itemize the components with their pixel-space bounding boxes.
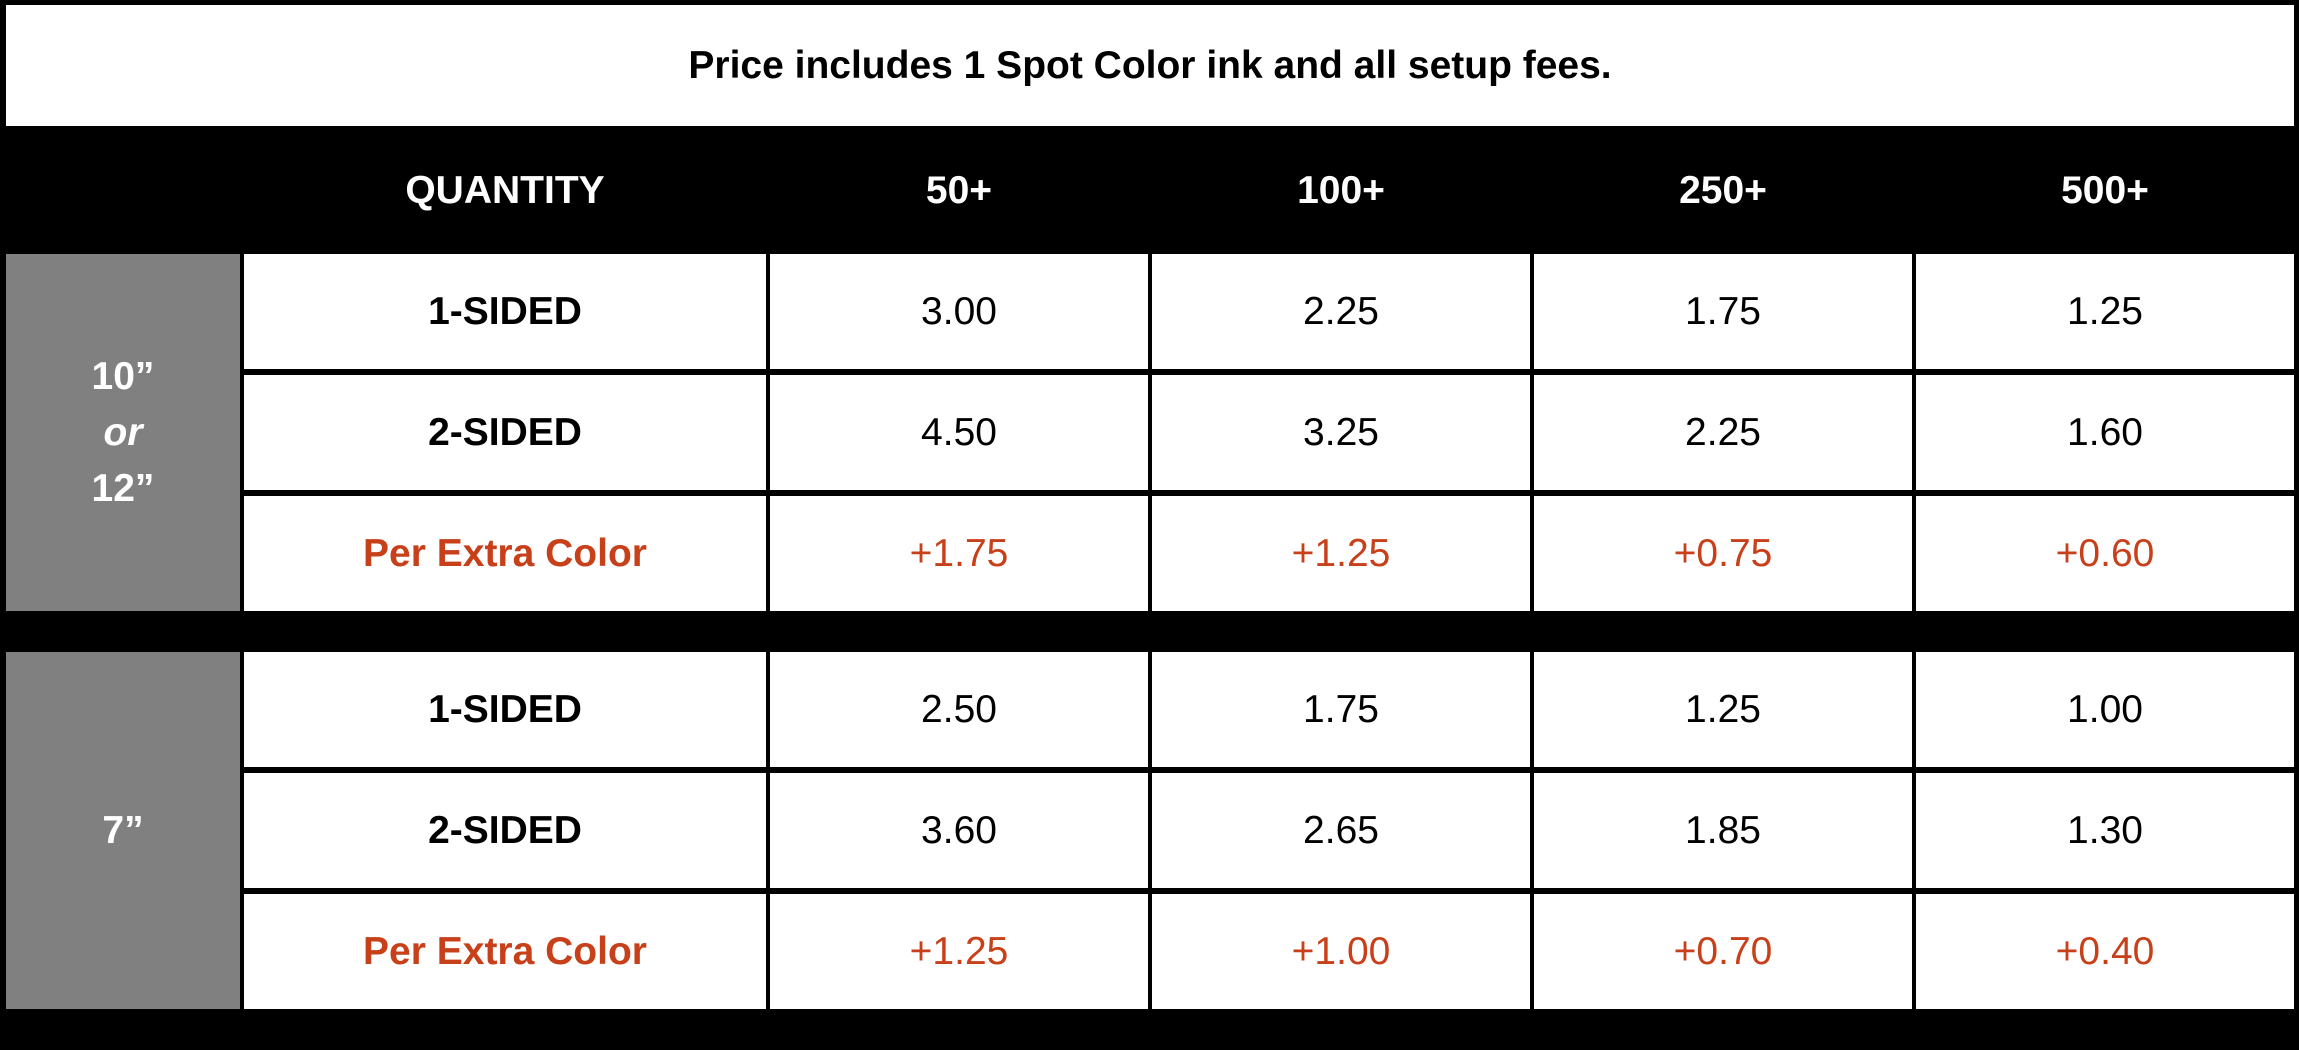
size-group-7: 7” 1-SIDED 2.50 1.75 1.25 1.00 2-SIDED 3… xyxy=(0,652,2299,1009)
extra-color-cell: +1.25 xyxy=(770,894,1148,1009)
row-label-2-sided: 2-SIDED xyxy=(244,773,766,888)
size-label: 7” xyxy=(6,652,240,1009)
row-label-1-sided: 1-SIDED xyxy=(244,254,766,369)
price-cell: 2.25 xyxy=(1152,254,1530,369)
price-cell: 3.00 xyxy=(770,254,1148,369)
price-cell: 2.65 xyxy=(1152,773,1530,888)
price-note: Price includes 1 Spot Color ink and all … xyxy=(6,5,2294,126)
tier-header-500: 500+ xyxy=(2061,169,2149,212)
size-line: 10” xyxy=(91,354,155,398)
price-cell: 1.25 xyxy=(1534,652,1912,767)
size-line-or: or xyxy=(103,410,143,454)
tier-header-250: 250+ xyxy=(1679,169,1767,212)
extra-color-cell: +1.00 xyxy=(1152,894,1530,1009)
price-cell: 1.30 xyxy=(1916,773,2294,888)
extra-color-cell: +0.75 xyxy=(1534,496,1912,611)
tier-header-100: 100+ xyxy=(1297,169,1385,212)
row-label-1-sided: 1-SIDED xyxy=(244,652,766,767)
size-group-10-12: 10” or 12” 1-SIDED 3.00 2.25 1.75 1.25 2… xyxy=(0,254,2299,611)
size-line: 12” xyxy=(91,466,155,510)
price-cell: 3.25 xyxy=(1152,375,1530,490)
extra-color-cell: +0.60 xyxy=(1916,496,2294,611)
price-cell: 1.60 xyxy=(1916,375,2294,490)
quantity-header: QUANTITY xyxy=(405,169,605,212)
price-cell: 1.25 xyxy=(1916,254,2294,369)
extra-color-cell: +1.75 xyxy=(770,496,1148,611)
extra-color-cell: +0.70 xyxy=(1534,894,1912,1009)
extra-color-cell: +0.40 xyxy=(1916,894,2294,1009)
size-label: 10” or 12” xyxy=(6,254,240,611)
price-cell: 2.50 xyxy=(770,652,1148,767)
price-cell: 3.60 xyxy=(770,773,1148,888)
price-cell: 1.75 xyxy=(1534,254,1912,369)
price-cell: 2.25 xyxy=(1534,375,1912,490)
size-line: 7” xyxy=(102,808,144,852)
tier-header-50: 50+ xyxy=(925,169,993,212)
price-cell: 1.75 xyxy=(1152,652,1530,767)
row-label-per-extra-color: Per Extra Color xyxy=(244,894,766,1009)
row-label-per-extra-color: Per Extra Color xyxy=(244,496,766,611)
extra-color-cell: +1.25 xyxy=(1152,496,1530,611)
price-cell: 1.00 xyxy=(1916,652,2294,767)
price-cell: 4.50 xyxy=(770,375,1148,490)
row-label-2-sided: 2-SIDED xyxy=(244,375,766,490)
price-cell: 1.85 xyxy=(1534,773,1912,888)
